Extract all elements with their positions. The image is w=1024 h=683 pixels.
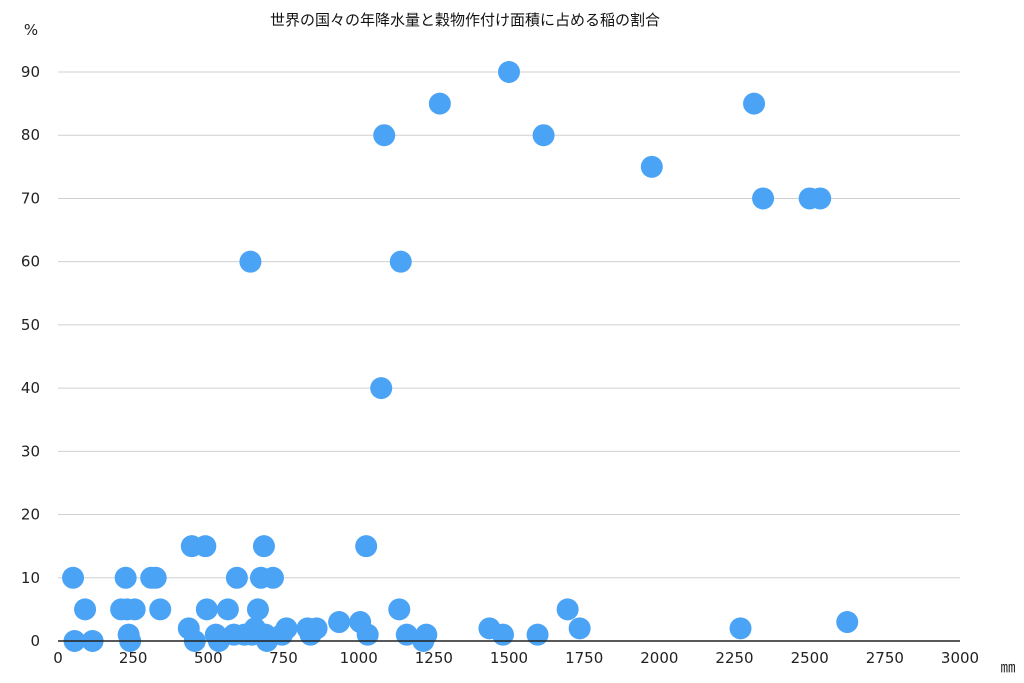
x-tick-label: 750 [269,649,298,667]
data-point [388,598,411,621]
data-point [195,598,218,621]
data-point [239,250,262,273]
y-axis-unit-label: % [24,21,38,39]
grid-lines [58,71,960,579]
x-tick-label: 3000 [941,649,979,667]
data-point [370,377,393,400]
data-point [526,623,549,646]
data-point [809,187,832,210]
data-point [356,623,379,646]
data-point [123,598,146,621]
data-point [216,598,239,621]
data-point [149,598,172,621]
data-point [568,617,591,640]
data-point [355,535,378,558]
y-tick-label: 60 [21,253,40,271]
data-point [532,124,555,147]
data-point [498,61,520,83]
data-point [752,187,775,210]
data-point [246,598,269,621]
data-point [389,250,412,273]
x-axis-unit-label: ㎜ [1000,658,1015,676]
data-point [62,566,85,589]
data-point [556,598,579,621]
y-tick-label: 30 [21,442,40,460]
data-point [640,155,663,178]
data-point [836,611,859,634]
data-point [373,124,396,147]
x-tick-label: 0 [53,649,63,667]
chart-title: 世界の国々の年降水量と穀物作付け面積に占める稲の割合 [270,11,660,29]
y-tick-label: 10 [21,569,40,587]
x-tick-label: 250 [119,649,148,667]
y-tick-label: 70 [21,189,40,207]
x-tick-label: 500 [194,649,223,667]
data-point [729,617,752,640]
y-tick-label: 40 [21,379,40,397]
y-tick-label: 90 [21,63,40,81]
y-tick-label: 80 [21,126,40,144]
x-tick-label: 1500 [490,649,528,667]
x-tick-label: 1750 [565,649,603,667]
data-point [225,566,248,589]
data-point [261,566,284,589]
data-point [305,617,328,640]
data-point [74,598,97,621]
data-point [743,92,766,115]
y-tick-label: 0 [30,632,40,650]
data-points [62,61,859,652]
data-point [194,535,217,558]
x-tick-label: 1000 [340,649,378,667]
data-point [491,623,514,646]
data-point [275,617,298,640]
x-tick-label: 2750 [866,649,904,667]
y-tick-label: 50 [21,316,40,334]
data-point [395,623,418,646]
data-point [144,566,167,589]
x-tick-label: 2500 [791,649,829,667]
y-tick-label: 20 [21,506,40,524]
x-tick-label: 2250 [715,649,753,667]
data-point [252,535,275,558]
data-point [114,566,137,589]
x-tick-labels: 0 250 500 750 1000 1250 1500 1750 2000 2250 2500 27… [53,649,979,667]
x-tick-label: 2000 [640,649,678,667]
data-point [428,92,451,115]
data-point [415,623,438,646]
x-tick-label: 1250 [415,649,453,667]
y-tick-labels: 0 10 20 30 40 50 60 70 80 90 [21,63,40,650]
data-point [328,611,351,634]
